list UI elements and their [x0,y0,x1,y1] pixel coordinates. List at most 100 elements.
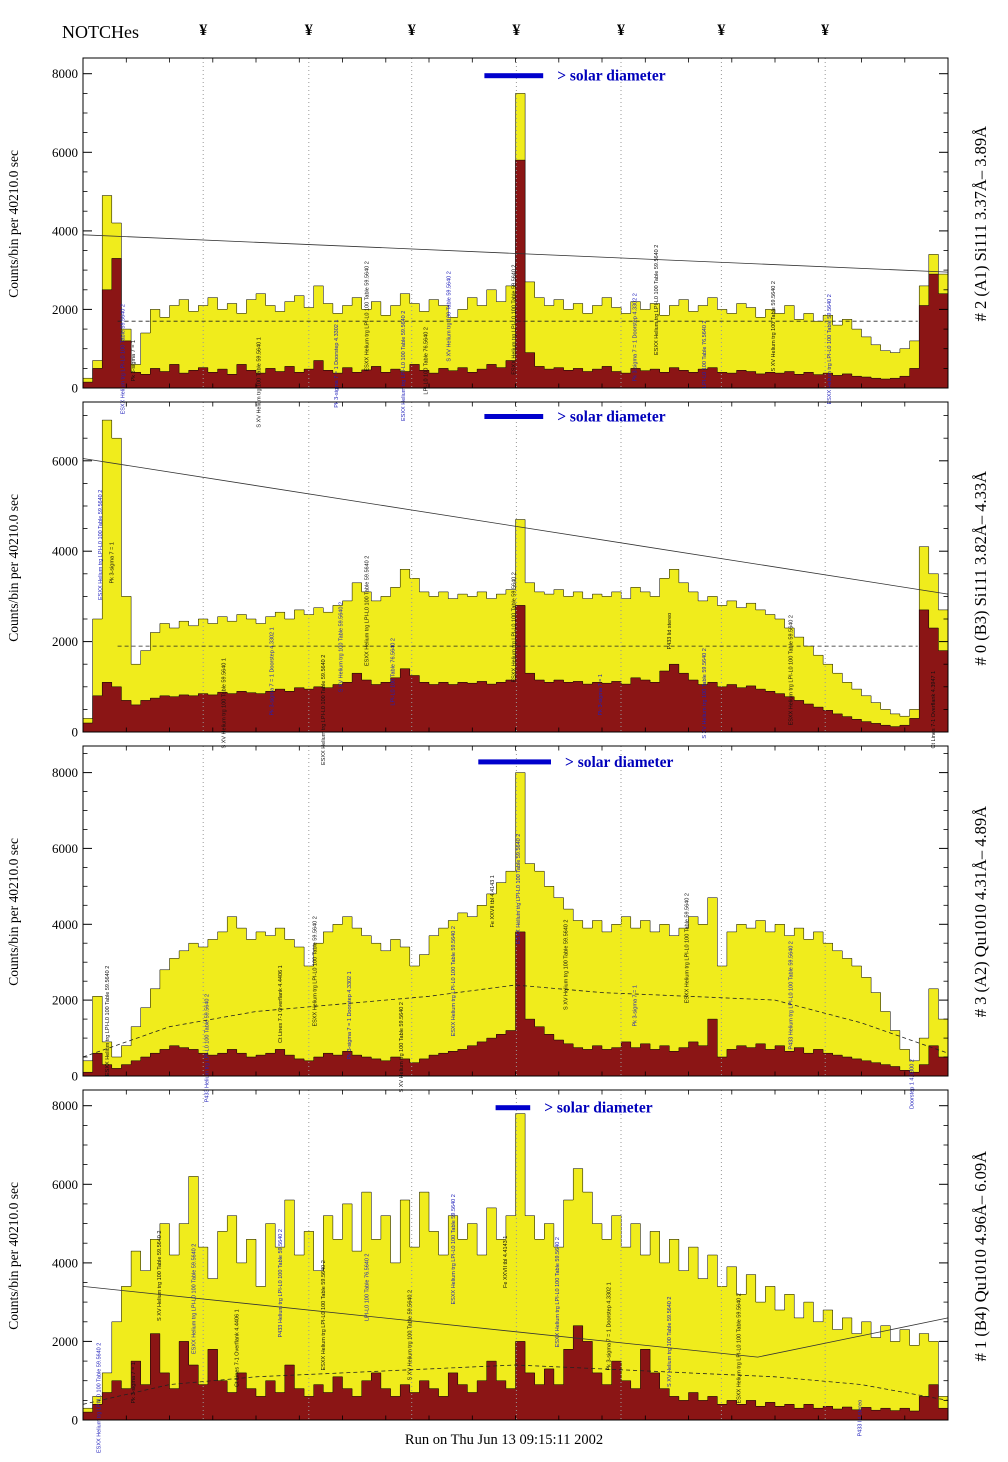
svg-text:Pk 3-sigma 7 = 1 Doorstep 4.33: Pk 3-sigma 7 = 1 Doorstep 4.3302 2 [633,293,639,381]
svg-text:2000: 2000 [52,1334,78,1349]
svg-text:ESXX Helium trg LPI-L0 100 Tab: ESXX Helium trg LPI-L0 100 Table 59.5640… [516,834,522,944]
svg-text:4000: 4000 [52,544,78,559]
panel-plot-3: ESXX Helium trg LPI-L0 100 Table 59.5640… [52,745,949,1109]
svg-text:8000: 8000 [52,765,78,780]
svg-text:6000: 6000 [52,145,78,160]
svg-text:LPI-L0 100 Table 76.5640 2: LPI-L0 100 Table 76.5640 2 [423,327,429,394]
svg-text:Pk 3-sigma 7 = 1 Doorstep 4.33: Pk 3-sigma 7 = 1 Doorstep 4.3302 1 [347,971,353,1059]
panel-right-title-2: # 0 (B3) Si111 3.82Å– 4.33Å [953,396,1008,740]
svg-text:S XV Helium trg 100 Table 59.5: S XV Helium trg 100 Table 59.5640 1 [222,658,228,748]
svg-text:S XV Helium trg 100 Table 59.5: S XV Helium trg 100 Table 59.5640 2 [771,281,777,371]
svg-text:ESXX Helium trg LPI-L0 100 Tab: ESXX Helium trg LPI-L0 100 Table 59.5640… [105,966,111,1076]
svg-text:ESXX Helium trg LPI-L0 100 Tab: ESXX Helium trg LPI-L0 100 Table 59.5640… [555,1237,561,1347]
y-axis-title-text: Counts/bin per 40210.0 sec [6,494,21,642]
y-axis-title-text: Counts/bin per 40210.0 sec [6,838,21,986]
svg-text:ESXX Helium trg LPI-L0 100 Tab: ESXX Helium trg LPI-L0 100 Table 59.5640… [364,261,370,371]
svg-text:P433 Helium trg LPI-L0 100 Tab: P433 Helium trg LPI-L0 100 Table 59.5640… [204,994,210,1102]
svg-text:ESXX Helium trg LPI-L0 100 Tab: ESXX Helium trg LPI-L0 100 Table 59.5640… [451,926,457,1036]
y-axis-title-2: Counts/bin per 40210.0 sec [0,396,28,740]
panel-right-title-3: # 3 (A2) Qu1010 4.31Å– 4.89Å [953,740,1008,1084]
solar-diameter-bar [484,73,544,79]
svg-text:4000: 4000 [52,1255,78,1270]
svg-text:S XV Helium trg 100 Table 59.5: S XV Helium trg 100 Table 59.5640 2 [447,271,453,361]
y-axis-title-3: Counts/bin per 40210.0 sec [0,740,28,1084]
svg-text:6000: 6000 [52,453,78,468]
svg-text:Fe XXVII tbl 4.4143 1: Fe XXVII tbl 4.4143 1 [490,875,496,927]
svg-text:ESXX Helium trg LPI-L0 100 Tab: ESXX Helium trg LPI-L0 100 Table 59.5640… [788,615,794,725]
panel-plot-2: ESXX Helium trg LPI-L0 100 Table 59.5640… [52,401,949,765]
notch-header: NOTCHes ¥ ¥ ¥ ¥ ¥ ¥ ¥ [0,0,1008,52]
svg-text:0: 0 [72,725,79,740]
svg-text:0: 0 [72,1069,79,1084]
svg-text:LPI-L0 100 Table 76.5640 2: LPI-L0 100 Table 76.5640 2 [364,1254,370,1321]
svg-text:4000: 4000 [52,917,78,932]
notches-title: NOTCHes [62,22,139,42]
svg-text:Pk 3-sigma 7 = 1: Pk 3-sigma 7 = 1 [633,985,639,1026]
channel-label: # 1 (B4) Qu1010 4.96Å– 6.09Å [970,1150,990,1362]
svg-text:S XV Helium trg 100 Table 59.5: S XV Helium trg 100 Table 59.5640 2 [157,1231,163,1321]
svg-text:ESXX Helium trg LPI-L0 100 Tab: ESXX Helium trg LPI-L0 100 Table 59.5640… [512,572,518,682]
svg-text:2000: 2000 [52,993,78,1008]
notch-symbol: ¥ [617,22,626,39]
svg-text:Pk 3-sigma 7 = 1: Pk 3-sigma 7 = 1 [598,674,604,715]
svg-text:S XV Helium trg 100 Table 59.5: S XV Helium trg 100 Table 59.5640 2 [399,1002,405,1092]
notch-symbol: ¥ [717,22,726,39]
y-axis-title-text: Counts/bin per 40210.0 sec [6,1182,21,1330]
solar-diameter-label: > solar diameter [557,68,666,85]
svg-text:ESXX Helium trg LPI-L0 100 Tab: ESXX Helium trg LPI-L0 100 Table 59.5640… [827,294,833,404]
svg-text:4000: 4000 [52,223,78,238]
svg-text:Fe XXVII tbl 4.4143 1: Fe XXVII tbl 4.4143 1 [503,1236,509,1288]
svg-text:0: 0 [72,381,79,396]
svg-text:ESXX Helium trg LPI-L0 100 Tab: ESXX Helium trg LPI-L0 100 Table 59.5640… [654,245,660,355]
svg-text:P433 lid stereo: P433 lid stereo [667,613,673,650]
svg-text:S XV Helium trg 100 Table 59.5: S XV Helium trg 100 Table 59.5640 2 [339,602,345,692]
svg-text:8000: 8000 [52,1098,78,1113]
solar-diameter-label: > solar diameter [565,754,674,771]
svg-text:Pk 3-sigma 7 = 1: Pk 3-sigma 7 = 1 [131,340,137,381]
y-axis-title-4: Counts/bin per 40210.0 sec [0,1084,28,1428]
svg-text:6000: 6000 [52,841,78,856]
svg-text:Ct Lines 7-1 Overflank 4.4406: Ct Lines 7-1 Overflank 4.4406 1 [278,965,284,1043]
svg-text:ESXX Helium trg LPI-L0 100 Tab: ESXX Helium trg LPI-L0 100 Table 59.5640… [321,1260,327,1370]
svg-text:ESXX Helium trg LPI-L0 100 Tab: ESXX Helium trg LPI-L0 100 Table 59.5640… [96,1343,102,1453]
y-axis-title-1: Counts/bin per 40210.0 sec [0,52,28,396]
svg-text:P433 Helium trg LPI-L0 100 Tab: P433 Helium trg LPI-L0 100 Table 59.5640… [278,1229,284,1337]
solar-diameter-label: > solar diameter [557,409,666,426]
notch-symbol: ¥ [821,22,830,39]
svg-text:ESXX Helium trg LPI-L0 100 Tab: ESXX Helium trg LPI-L0 100 Table 59.5640… [512,265,518,375]
spectrum-panel-2: Counts/bin per 40210.0 sec ESXX Helium t… [0,396,1008,765]
solar-diameter-label: > solar diameter [544,1100,653,1117]
svg-text:ESXX Helium trg LPI-L0 100 Tab: ESXX Helium trg LPI-L0 100 Table 59.5640… [98,490,104,600]
svg-text:8000: 8000 [52,66,78,81]
spectrum-panel-3: Counts/bin per 40210.0 sec ESXX Helium t… [0,740,1008,1109]
panel-right-title-4: # 1 (B4) Qu1010 4.96Å– 6.09Å [953,1084,1008,1428]
svg-text:S XV Helium trg 100 Table 59.5: S XV Helium trg 100 Table 59.5640 1 [256,337,262,427]
svg-text:S XV Helium trg 100 Table 59.5: S XV Helium trg 100 Table 59.5640 2 [702,648,708,738]
svg-text:S XV Helium trg 100 Table 59.5: S XV Helium trg 100 Table 59.5640 2 [563,920,569,1010]
svg-text:ESXX Helium trg LPI-L0 100 Tab: ESXX Helium trg LPI-L0 100 Table 59.5640… [685,893,691,1003]
svg-text:S XV Helium trg 100 Table 59.5: S XV Helium trg 100 Table 59.5640 2 [667,1297,673,1387]
channel-label: # 0 (B3) Si111 3.82Å– 4.33Å [970,470,990,666]
svg-text:LPI-L0 100 Table 76.5640 2: LPI-L0 100 Table 76.5640 2 [390,638,396,705]
channel-label: # 3 (A2) Qu1010 4.31Å– 4.89Å [970,806,990,1018]
notch-symbol: ¥ [512,22,521,39]
svg-text:ESXX Helium trg LPI-L0 100 Tab: ESXX Helium trg LPI-L0 100 Table 59.5640… [321,655,327,765]
svg-text:Ct Lines 7-1 Overflank 4.4406: Ct Lines 7-1 Overflank 4.4406 1 [235,1309,241,1387]
y-axis-title-text: Counts/bin per 40210.0 sec [6,150,21,298]
svg-text:ESXX Helium trg LPI-L0 100 Tab: ESXX Helium trg LPI-L0 100 Table 59.5640… [364,556,370,666]
svg-text:6000: 6000 [52,1177,78,1192]
svg-text:ESXX Helium trg LPI-L0 100 Tab: ESXX Helium trg LPI-L0 100 Table 59.5640… [121,304,127,414]
svg-text:2000: 2000 [52,634,78,649]
svg-text:2000: 2000 [52,302,78,317]
spectrum-panel-4: Counts/bin per 40210.0 sec ESXX Helium t… [0,1084,1008,1453]
svg-text:Pk 3-sigma 7 = 1 Doorstep 4.33: Pk 3-sigma 7 = 1 Doorstep 4.3302 1 [269,627,275,715]
svg-text:ESXX Helium trg LPI-L0 100 Tab: ESXX Helium trg LPI-L0 100 Table 59.5640… [191,1244,197,1354]
notch-symbol: ¥ [199,22,208,39]
svg-text:Pk 3-sigma 7 = 1: Pk 3-sigma 7 = 1 [131,1362,137,1403]
svg-text:Pk 3-sigma 7 = 1: Pk 3-sigma 7 = 1 [109,542,115,583]
spectrum-panel-1: Counts/bin per 40210.0 sec ESXX Helium t… [0,52,1008,428]
svg-text:ESXX Helium trg LPI-L0 100 Tab: ESXX Helium trg LPI-L0 100 Table 59.5640… [313,916,319,1026]
solar-diameter-bar [495,1105,531,1111]
svg-text:Pk 3-sigma 7 = 1 Doorstep 4.33: Pk 3-sigma 7 = 1 Doorstep 4.3302 1 [334,320,340,408]
